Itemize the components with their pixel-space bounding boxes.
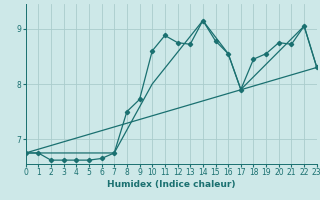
X-axis label: Humidex (Indice chaleur): Humidex (Indice chaleur)	[107, 180, 236, 189]
